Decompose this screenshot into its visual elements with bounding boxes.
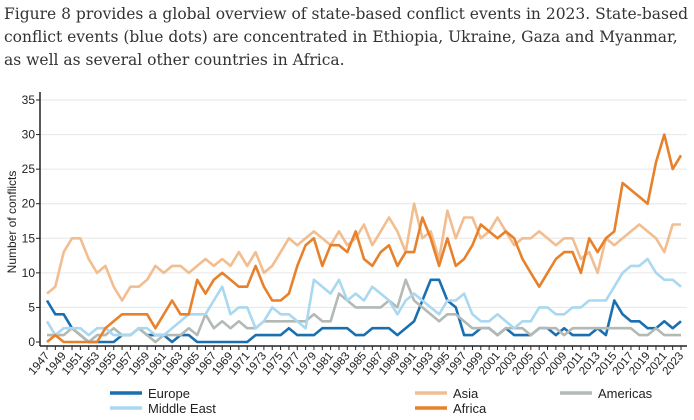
y-tick-label: 0 <box>28 335 35 349</box>
legend-label-europe: Europe <box>148 386 190 401</box>
y-axis-label: Number of conflicts <box>5 171 19 274</box>
intro-paragraph: Figure 8 provides a global overview of s… <box>4 5 689 69</box>
series-line-asia <box>46 202 681 302</box>
legend-label-africa: Africa <box>453 401 487 416</box>
y-tick-label: 35 <box>22 93 36 107</box>
y-tick-label: 20 <box>22 197 36 211</box>
series-line-africa <box>46 133 683 344</box>
legend-label-middle-east: Middle East <box>148 401 216 416</box>
series-line-europe <box>45 278 682 344</box>
legend-label-americas: Americas <box>598 386 653 401</box>
y-tick-label: 5 <box>28 300 35 314</box>
y-tick-label: 10 <box>22 266 36 280</box>
series-line-americas <box>47 278 681 344</box>
y-tick-label: 25 <box>22 162 36 176</box>
y-tick-label: 30 <box>22 128 36 142</box>
y-tick-label: 15 <box>22 231 36 245</box>
series-line-middle-east <box>45 257 682 337</box>
legend-label-asia: Asia <box>453 386 479 401</box>
